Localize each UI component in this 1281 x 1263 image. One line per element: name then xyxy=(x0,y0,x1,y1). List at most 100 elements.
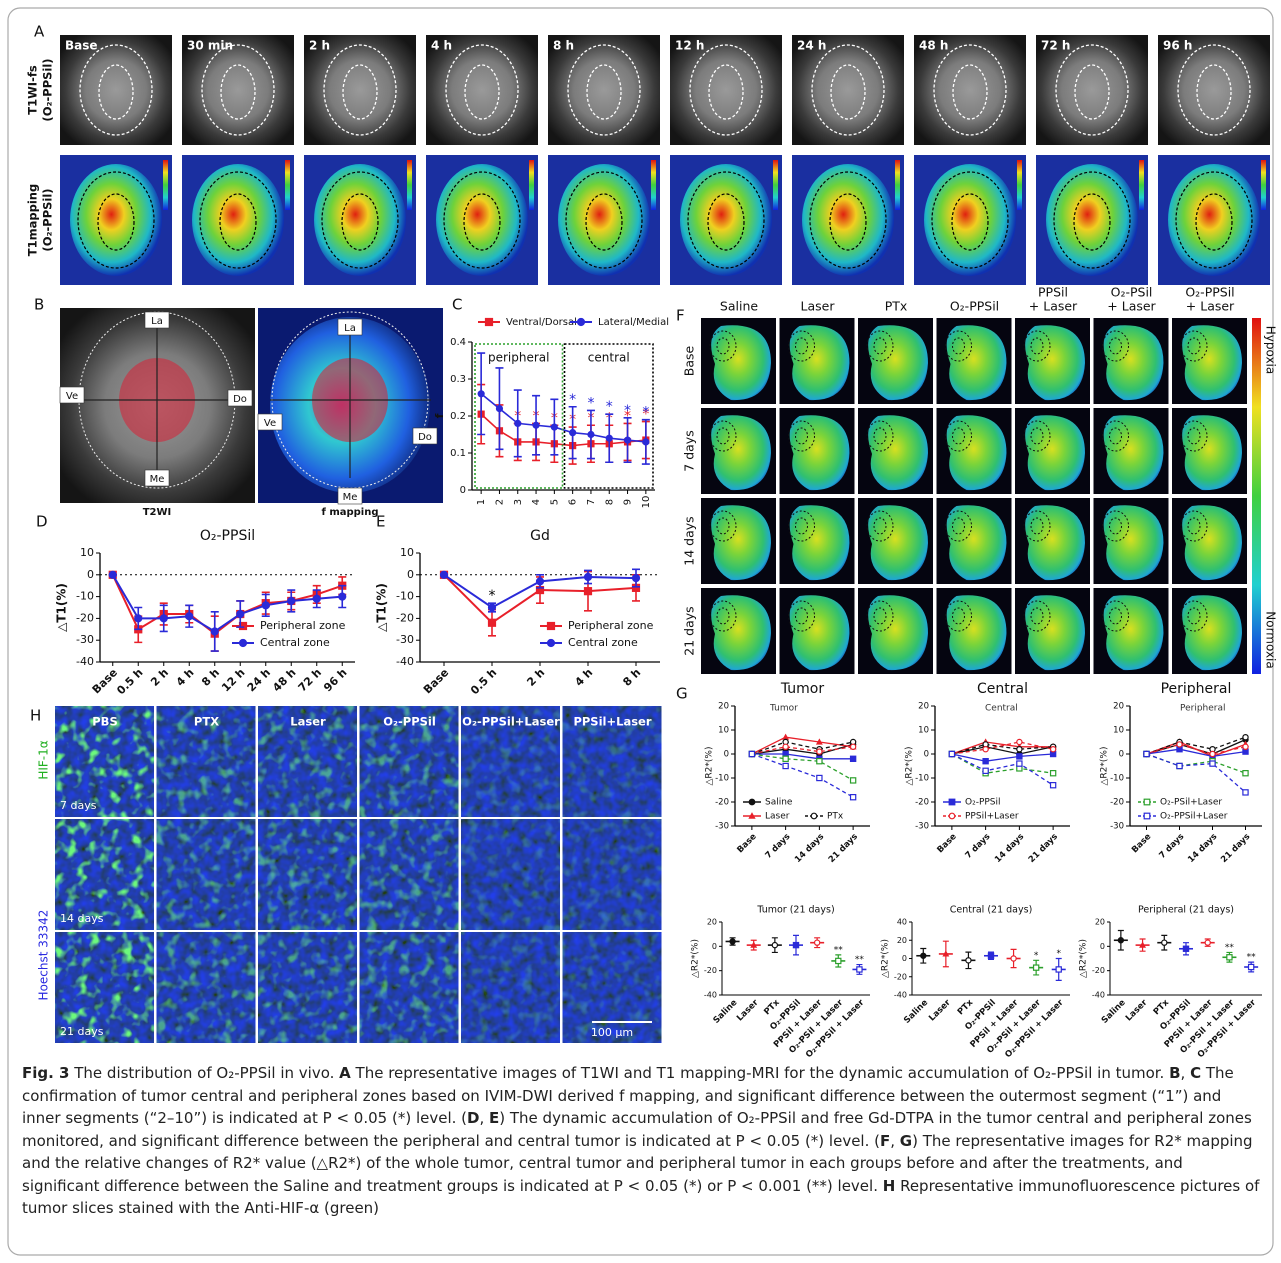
caption-run: The representative images of T1WI and T1… xyxy=(351,1064,1169,1082)
caption-run: G xyxy=(900,1132,912,1150)
stain-label: Hoechst 33342 xyxy=(37,910,51,1001)
marker xyxy=(588,432,594,438)
panel-letter: D xyxy=(36,513,48,531)
x-tick-label: Laser xyxy=(1124,997,1150,1023)
y-axis-label: △T1(%) xyxy=(375,583,389,632)
row-label: 7 days xyxy=(682,430,697,471)
column-header: O₂-PPSil xyxy=(950,299,999,314)
y-tick-label: -20 xyxy=(396,611,414,624)
row-label: 21 days xyxy=(60,1025,104,1038)
series-line xyxy=(752,747,853,754)
t1-map-tumor xyxy=(70,164,162,276)
y-tick-label: 0 xyxy=(924,750,929,760)
r2-map-tissue xyxy=(868,595,928,670)
x-tick-label: 14 days xyxy=(793,832,826,865)
legend-label: Central zone xyxy=(260,636,330,649)
map-scale xyxy=(1261,160,1266,210)
marker xyxy=(186,613,193,620)
y-tick-label: -30 xyxy=(1110,822,1124,832)
marker xyxy=(313,595,320,602)
x-tick-label: 10 xyxy=(641,496,652,509)
marker xyxy=(1249,964,1254,969)
marker xyxy=(135,615,142,622)
significance-mark: * xyxy=(606,399,613,415)
marker xyxy=(643,439,649,445)
timepoint-label: 24 h xyxy=(797,39,826,53)
legend-label: Peripheral zone xyxy=(568,619,654,632)
y-tick-label: 10 xyxy=(1113,726,1124,736)
significance-mark: ** xyxy=(1247,953,1257,963)
figure-caption: Fig. 3 The distribution of O₂-PPSil in v… xyxy=(22,1062,1260,1220)
marker xyxy=(585,573,592,580)
marker xyxy=(1243,790,1248,795)
map-scale xyxy=(1139,160,1144,210)
panel-letter: H xyxy=(30,707,41,725)
marker xyxy=(537,578,544,585)
marker xyxy=(1051,771,1056,776)
row-label: 14 days xyxy=(682,516,697,565)
caption-run: F xyxy=(880,1132,890,1150)
marker xyxy=(793,943,798,948)
y-tick-label: -10 xyxy=(1110,774,1124,784)
timepoint-label: 30 min xyxy=(187,39,233,53)
y-axis-label: △R2*(%) xyxy=(1100,747,1110,786)
y-tick-label: 0.1 xyxy=(450,448,466,459)
marker xyxy=(288,597,295,604)
image-caption: f mapping xyxy=(321,507,378,518)
marker xyxy=(625,437,631,443)
chart-title: Gd xyxy=(530,528,550,544)
marker xyxy=(1162,940,1167,945)
marker xyxy=(1017,739,1022,744)
y-axis-label: △R2*(%) xyxy=(881,939,891,978)
y-tick-label: 20 xyxy=(707,918,717,927)
t1-map-tumor xyxy=(436,164,528,276)
x-tick-label: 4 h xyxy=(174,666,197,689)
r2-map-tissue xyxy=(1104,325,1164,400)
caption-run: A xyxy=(339,1064,351,1082)
x-tick-label: 72 h xyxy=(296,666,324,694)
column-header: PTx xyxy=(885,299,908,314)
significance-mark: ** xyxy=(855,955,865,965)
timepoint-label: 2 h xyxy=(309,39,330,53)
marker xyxy=(751,943,756,948)
timepoint-label: 8 h xyxy=(553,39,574,53)
t1-map-tumor xyxy=(680,164,772,276)
legend-label: Peripheral zone xyxy=(260,619,346,632)
zone-label: central xyxy=(588,351,630,365)
marker xyxy=(730,939,735,944)
legend-marker xyxy=(240,640,247,647)
row-label: T1WI-fs xyxy=(26,65,40,115)
caption-run: B xyxy=(1169,1064,1180,1082)
marker xyxy=(585,588,592,595)
y-tick-label: -20 xyxy=(915,798,929,808)
image-caption: T2WI xyxy=(143,507,172,518)
significance-mark: * xyxy=(642,405,649,421)
row-label: T1mapping xyxy=(26,184,40,256)
legend-marker xyxy=(486,319,493,326)
marker xyxy=(817,749,822,754)
marker xyxy=(1205,940,1210,945)
marker xyxy=(815,940,820,945)
y-tick-label: -10 xyxy=(76,590,94,603)
significance-mark: * xyxy=(489,588,496,604)
column-header: + Laser xyxy=(1107,299,1156,314)
y-tick-label: 20 xyxy=(897,936,907,945)
row-label: 14 days xyxy=(60,912,104,925)
x-tick-label: 9 xyxy=(623,499,634,505)
chart-title: Peripheral xyxy=(1180,704,1226,714)
legend-label: O₂-PSil+Laser xyxy=(1160,798,1222,808)
row-label: (O₂-PPSil) xyxy=(41,188,55,251)
significance-mark: ** xyxy=(1225,943,1235,953)
caption-run: , xyxy=(890,1132,900,1150)
marker xyxy=(633,575,640,582)
x-tick-label: 4 h xyxy=(572,666,595,689)
significance-mark: * xyxy=(1034,951,1039,961)
y-tick-label: 0 xyxy=(460,485,466,496)
x-tick-label: 24 h xyxy=(245,666,273,694)
x-tick-label: 3 xyxy=(513,499,524,505)
y-tick-label: -20 xyxy=(704,966,717,975)
r2-map-tissue xyxy=(868,415,928,490)
x-tick-label: 7 days xyxy=(963,832,992,861)
caption-run: , xyxy=(1181,1064,1191,1082)
legend-marker xyxy=(1144,813,1150,819)
